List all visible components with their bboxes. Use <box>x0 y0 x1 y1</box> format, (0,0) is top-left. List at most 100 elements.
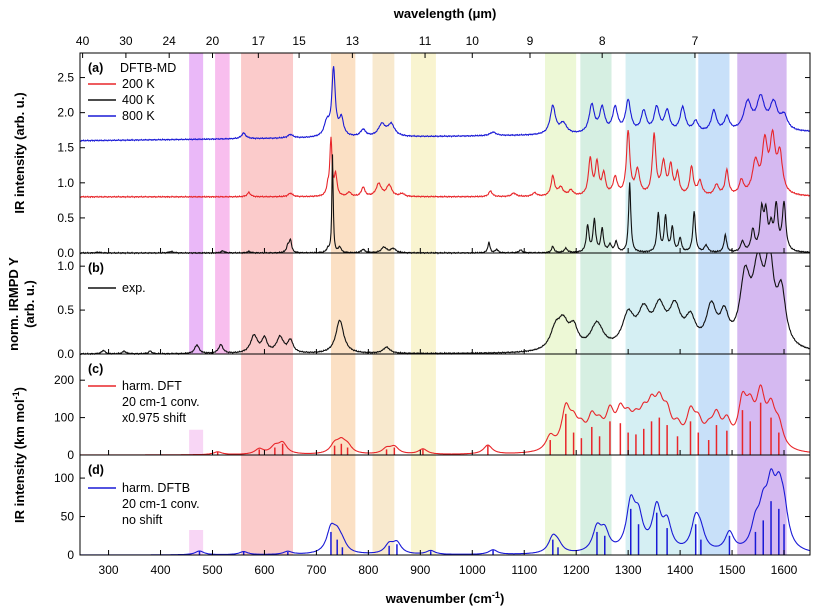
top-tick-label: 15 <box>292 34 306 48</box>
band-4 <box>372 354 395 455</box>
band-6 <box>545 53 577 253</box>
legend-title-dftb-md: DFTB-MD <box>120 61 176 75</box>
panel-label: (a) <box>88 61 103 75</box>
band-8 <box>625 354 696 455</box>
ylabel-c-sup: -1 <box>11 391 21 399</box>
legend-label-800-K: 800 K <box>122 109 155 123</box>
ytick-label: 2.0 <box>57 106 74 120</box>
ytick-label: 100 <box>54 411 74 425</box>
band-8 <box>625 53 696 253</box>
series-line-200-K <box>79 128 810 199</box>
legend-line-panel-2: 20 cm-1 conv. <box>122 395 200 409</box>
band-6 <box>545 253 577 354</box>
band-7 <box>580 53 612 253</box>
legend-line-panel-3: no shift <box>122 513 163 527</box>
band-11 <box>189 530 204 555</box>
xtick-label: 1100 <box>511 563 537 577</box>
ytick-label: 100 <box>54 471 74 485</box>
band-5 <box>410 53 436 253</box>
panel-label: (c) <box>88 362 103 376</box>
bottom-axis-title-main: wavenumber (cm <box>385 591 492 606</box>
top-tick-label: 7 <box>692 34 699 48</box>
band-7 <box>580 354 612 455</box>
series-line-harm-DFTB <box>80 468 811 556</box>
ytick-label: 0.5 <box>57 211 74 225</box>
legend-line-panel-3: harm. DFTB <box>122 481 190 495</box>
ytick-label: 50 <box>61 510 75 524</box>
ylabel-c: IR intensity (km mol-1) <box>11 387 27 523</box>
xtick-label: 1000 <box>459 563 486 577</box>
band-7 <box>580 455 612 555</box>
legend-line-panel-3: 20 cm-1 conv. <box>122 497 200 511</box>
band-2 <box>241 53 294 253</box>
legend-label-200-K: 200 K <box>122 77 155 91</box>
ytick-label: 1.0 <box>57 259 74 273</box>
legend-label-400-K: 400 K <box>122 93 155 107</box>
band-8 <box>625 455 696 555</box>
bottom-axis-title: wavenumber (cm-1) <box>385 590 505 606</box>
ytick-label: 0 <box>67 548 74 562</box>
band-1 <box>215 53 230 253</box>
band-10 <box>737 253 787 354</box>
band-2 <box>241 455 294 555</box>
xtick-label: 1400 <box>667 563 694 577</box>
series-line-800-K <box>79 66 810 143</box>
ytick-label: 0.5 <box>57 303 74 317</box>
band-4 <box>372 53 395 253</box>
ylabel-b-units: (arb. u.) <box>22 280 37 328</box>
band-9 <box>698 455 730 555</box>
ytick-label: 2.5 <box>57 71 74 85</box>
xtick-label: 1600 <box>771 563 798 577</box>
band-11 <box>189 429 204 455</box>
band-2 <box>241 253 294 354</box>
top-axis-title: wavelength (μm) <box>393 6 497 21</box>
legend-line-panel-2: harm. DFT <box>122 379 182 393</box>
legend-label-exp: exp. <box>122 281 146 295</box>
top-tick-label: 8 <box>599 34 606 48</box>
top-tick-label: 13 <box>346 34 360 48</box>
ytick-label: 0.0 <box>57 347 74 361</box>
bottom-axis-title-end: ) <box>500 591 504 606</box>
band-2 <box>241 354 294 455</box>
ylabel-c-main: IR intensity (km mol <box>12 399 27 523</box>
panel-label: (d) <box>88 463 104 477</box>
band-5 <box>410 354 436 455</box>
ytick-label: 0.0 <box>57 246 74 260</box>
band-4 <box>372 455 395 555</box>
band-1 <box>215 253 230 354</box>
legend-line-panel-2: x0.975 shift <box>122 411 186 425</box>
top-tick-label: 11 <box>419 34 432 48</box>
series-line-exp- <box>79 252 811 356</box>
top-tick-label: 17 <box>252 34 266 48</box>
ytick-label: 1.5 <box>57 141 74 155</box>
ytick-label: 0 <box>67 448 74 462</box>
xtick-label: 800 <box>358 563 378 577</box>
band-0 <box>189 53 204 253</box>
top-tick-label: 10 <box>466 34 480 48</box>
band-3 <box>330 455 356 555</box>
xtick-label: 400 <box>151 563 171 577</box>
top-tick-label: 30 <box>119 34 133 48</box>
ylabel-a: IR intensity (arb. u.) <box>12 92 27 213</box>
band-9 <box>698 354 730 455</box>
top-tick-label: 9 <box>527 34 534 48</box>
bottom-axis-title-sup: -1 <box>492 590 500 600</box>
band-0 <box>189 253 204 354</box>
ytick-label: 200 <box>54 373 74 387</box>
band-5 <box>410 455 436 555</box>
top-tick-label: 40 <box>76 34 90 48</box>
xtick-label: 900 <box>410 563 430 577</box>
band-5 <box>410 253 436 354</box>
xtick-label: 1200 <box>563 563 590 577</box>
band-7 <box>580 253 612 354</box>
band-6 <box>545 354 577 455</box>
top-tick-label: 20 <box>206 34 220 48</box>
band-8 <box>625 253 696 354</box>
top-tick-label: 24 <box>163 34 177 48</box>
band-4 <box>372 253 395 354</box>
ylabel-c-end: ) <box>12 387 27 391</box>
panel-label: (b) <box>88 261 104 275</box>
ytick-label: 1.0 <box>57 176 74 190</box>
panel-frame <box>79 454 811 556</box>
